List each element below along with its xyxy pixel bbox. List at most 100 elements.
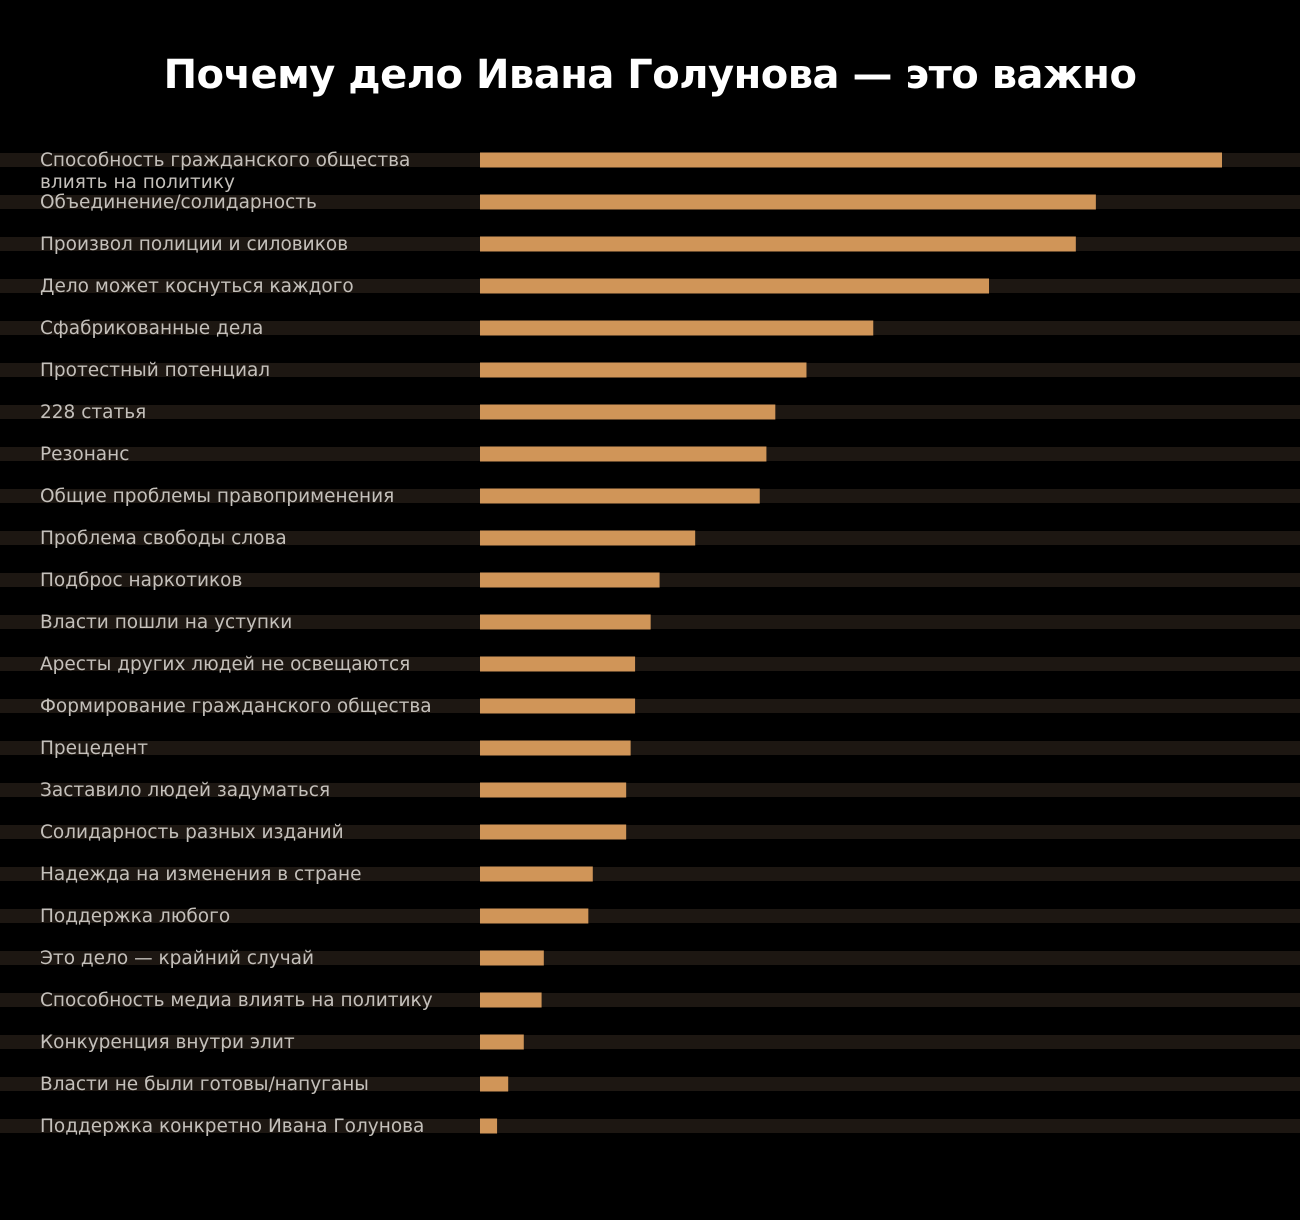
bar [480, 446, 767, 462]
category-label: Власти пошли на уступки [40, 612, 292, 633]
category-label: Это дело — крайний случай [40, 948, 314, 969]
bar-row: Способность гражданского общества влиять … [0, 150, 1300, 193]
bar-track [0, 1077, 1300, 1091]
bar-row: Поддержка конкретно Ивана Голунова [0, 1116, 1300, 1137]
bar [480, 362, 807, 378]
category-label-line: Поддержка конкретно Ивана Голунова [40, 1116, 424, 1137]
bar-row: Прецедент [0, 738, 1300, 759]
bar-row: Аресты других людей не освещаются [0, 654, 1300, 675]
bar-track [0, 657, 1300, 671]
bar [480, 782, 627, 798]
bar [480, 614, 651, 630]
category-label-line: Протестный потенциал [40, 360, 270, 381]
category-label-line: Произвол полиции и силовиков [40, 234, 348, 255]
category-label-line: Проблема свободы слова [40, 528, 287, 549]
bar [480, 908, 589, 924]
category-label-line: Надежда на изменения в стране [40, 864, 362, 885]
category-label-line: Поддержка любого [40, 906, 230, 927]
bar-row: Это дело — крайний случай [0, 948, 1300, 969]
bar-row: Сфабрикованные дела [0, 318, 1300, 339]
bar [480, 656, 636, 672]
bar [480, 1034, 524, 1050]
bar-row: Власти пошли на уступки [0, 612, 1300, 633]
bar-row: 228 статья [0, 402, 1300, 423]
category-label: Объединение/солидарность [40, 192, 317, 213]
bar-row: Надежда на изменения в стране [0, 864, 1300, 885]
category-label-line: влиять на политику [40, 172, 235, 193]
category-label: Заставило людей задуматься [40, 780, 330, 801]
category-label-line: Солидарность разных изданий [40, 822, 344, 843]
category-label: Подброс наркотиков [40, 570, 242, 591]
bar [480, 866, 593, 882]
category-label: Сфабрикованные дела [40, 318, 263, 339]
category-label: Солидарность разных изданий [40, 822, 344, 843]
bar [480, 404, 776, 420]
bar [480, 698, 636, 714]
bar-row: Произвол полиции и силовиков [0, 234, 1300, 255]
category-label: Надежда на изменения в стране [40, 864, 362, 885]
category-label-line: Общие проблемы правоприменения [40, 486, 394, 507]
bar-track [0, 783, 1300, 797]
bar-row: Резонанс [0, 444, 1300, 465]
bar-row: Солидарность разных изданий [0, 822, 1300, 843]
bar [480, 152, 1222, 168]
bar [480, 194, 1096, 210]
category-label: Конкуренция внутри элит [40, 1032, 295, 1053]
bar-track [0, 699, 1300, 713]
category-label-line: Прецедент [40, 738, 148, 759]
category-label-line: Способность гражданского общества [40, 150, 410, 171]
bar-row: Формирование гражданского общества [0, 696, 1300, 717]
category-label-line: Объединение/солидарность [40, 192, 317, 213]
bar [480, 572, 660, 588]
category-label-line: Резонанс [40, 444, 129, 465]
category-label-line: Дело может коснуться каждого [40, 276, 354, 297]
bar [480, 1076, 509, 1092]
bar [480, 530, 696, 546]
category-label-line: Власти пошли на уступки [40, 612, 292, 633]
bar-track [0, 825, 1300, 839]
category-label-line: Способность медиа влиять на политику [40, 990, 433, 1011]
chart-title: Почему дело Ивана Голунова — это важно [163, 52, 1137, 98]
category-label: Аресты других людей не освещаются [40, 654, 410, 675]
category-label: Власти не были готовы/напуганы [40, 1074, 369, 1095]
category-label: 228 статья [40, 402, 146, 423]
bar-track [0, 867, 1300, 881]
bar [480, 488, 760, 504]
category-label: Поддержка конкретно Ивана Голунова [40, 1116, 424, 1137]
bar-row: Проблема свободы слова [0, 528, 1300, 549]
category-label: Поддержка любого [40, 906, 230, 927]
category-label: Дело может коснуться каждого [40, 276, 354, 297]
category-label-line: Власти не были готовы/напуганы [40, 1074, 369, 1095]
category-label-line: 228 статья [40, 402, 146, 423]
bar-row: Дело может коснуться каждого [0, 276, 1300, 297]
bar [480, 236, 1076, 252]
bar-row: Протестный потенциал [0, 360, 1300, 381]
category-label: Формирование гражданского общества [40, 696, 432, 717]
bar-row: Власти не были готовы/напуганы [0, 1074, 1300, 1095]
bar [480, 320, 874, 336]
category-label: Прецедент [40, 738, 148, 759]
bar [480, 278, 990, 294]
category-label: Протестный потенциал [40, 360, 270, 381]
category-label-line: Подброс наркотиков [40, 570, 242, 591]
category-label: Произвол полиции и силовиков [40, 234, 348, 255]
category-label: Общие проблемы правоприменения [40, 486, 394, 507]
category-label-line: Заставило людей задуматься [40, 780, 330, 801]
bar-track [0, 951, 1300, 965]
bar [480, 992, 542, 1008]
bar-row: Заставило людей задуматься [0, 780, 1300, 801]
category-label: Способность медиа влиять на политику [40, 990, 433, 1011]
bar [480, 824, 627, 840]
bar-row: Общие проблемы правоприменения [0, 486, 1300, 507]
bar [480, 950, 544, 966]
bar-track [0, 909, 1300, 923]
bar-track [0, 1119, 1300, 1133]
bar [480, 740, 631, 756]
bar-row: Способность медиа влиять на политику [0, 990, 1300, 1011]
category-label-line: Сфабрикованные дела [40, 318, 263, 339]
bar-row: Объединение/солидарность [0, 192, 1300, 213]
bar-row: Поддержка любого [0, 906, 1300, 927]
category-label-line: Аресты других людей не освещаются [40, 654, 410, 675]
bar-track [0, 1035, 1300, 1049]
